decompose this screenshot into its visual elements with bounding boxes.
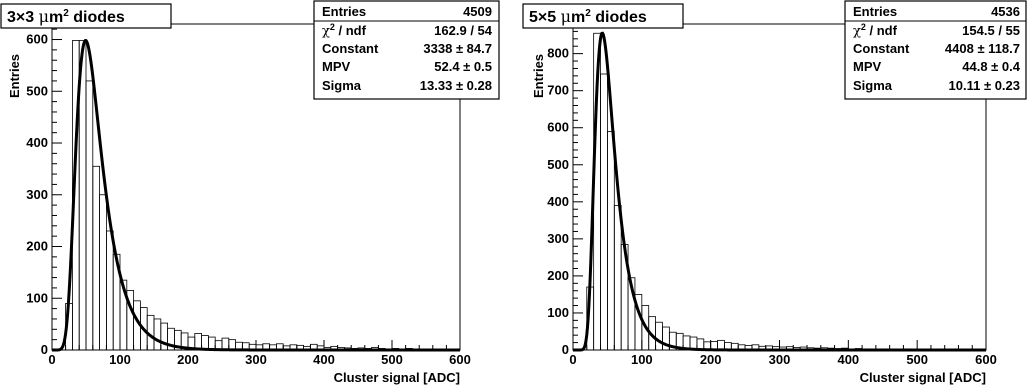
x-tick-label: 300 [245,352,267,367]
y-axis-label: Entries [7,54,22,98]
y-tick-label: 600 [547,120,569,135]
x-tick-label: 300 [769,352,791,367]
stats-label-sigma: Sigma [322,78,362,93]
x-tick-label: 100 [631,352,653,367]
x-tick-label: 0 [48,352,55,367]
stats-value-constant: 3338 ± 84.7 [423,41,492,56]
y-tick-label: 100 [547,305,569,320]
stats-value-entries: 4509 [463,4,492,19]
y-tick-label: 400 [547,194,569,209]
stats-label-constant: Constant [322,41,379,56]
stats-label-mpv: MPV [853,59,882,74]
stats-label-constant: Constant [853,41,910,56]
chart-title: 5×5 μm2 diodes [529,7,647,26]
stats-value-sigma: 13.33 ± 0.28 [420,78,492,93]
x-tick-label: 200 [177,352,199,367]
y-axis-label: Entries [531,54,546,98]
y-tick-label: 600 [26,32,48,47]
y-tick-label: 500 [26,83,48,98]
stats-box: Entries 4509 χ2 / ndf 162.9 / 54 Constan… [313,0,500,100]
axes: 0 100 200 300 400 500 600 0 100 200 300 400 500 600 70… [547,23,997,367]
x-tick-label: 500 [381,352,403,367]
stats-label-mpv: MPV [322,59,351,74]
stats-value-constant: 4408 ± 118.7 [945,41,1020,56]
stats-value-mpv: 44.8 ± 0.4 [962,59,1021,74]
x-tick-label: 100 [109,352,131,367]
y-tick-label: 800 [547,46,569,61]
stats-label-entries: Entries [853,4,897,19]
x-axis-label: Cluster signal [ADC] [334,370,460,385]
panel-5x5-diodes: 0 100 200 300 400 500 600 0 100 200 300 400 500 600 70… [522,0,1027,385]
x-tick-label: 400 [837,352,859,367]
x-tick-label: 500 [906,352,928,367]
y-tick-label: 300 [547,231,569,246]
stats-label-chi2: χ2 / ndf [853,22,898,39]
stats-value-sigma: 10.11 ± 0.23 [949,78,1020,93]
stats-label-sigma: Sigma [853,78,893,93]
panel-3x3-diodes: 0 100 200 300 400 500 600 0 100 200 300 400 500 600 3… [0,0,500,385]
y-tick-label: 300 [26,187,48,202]
x-tick-label: 600 [449,352,471,367]
axes: 0 100 200 300 400 500 600 0 100 200 300 400 500 600 [26,28,471,367]
stats-value-chi2: 162.9 / 54 [434,23,493,38]
y-tick-label: 0 [562,342,569,357]
y-tick-label: 700 [547,83,569,98]
y-tick-label: 200 [547,268,569,283]
y-tick-label: 0 [41,342,48,357]
x-tick-label: 400 [313,352,335,367]
y-tick-label: 200 [26,239,48,254]
stats-value-chi2: 154.5 / 55 [962,23,1020,38]
stats-value-mpv: 52.4 ± 0.5 [434,59,492,74]
y-tick-label: 500 [547,157,569,172]
y-tick-label: 100 [26,290,48,305]
stats-box: Entries 4536 χ2 / ndf 154.5 / 55 Constan… [844,0,1027,100]
chart-title: 3×3 μm2 diodes [7,7,125,26]
x-tick-label: 600 [975,352,997,367]
x-axis-label: Cluster signal [ADC] [860,370,986,385]
x-tick-label: 0 [569,352,576,367]
y-tick-label: 400 [26,135,48,150]
title-box [0,3,172,29]
title-box [522,3,684,29]
x-tick-label: 200 [700,352,722,367]
stats-label-entries: Entries [322,4,366,19]
stats-label-chi2: χ2 / ndf [322,22,367,39]
stats-value-entries: 4536 [991,4,1020,19]
